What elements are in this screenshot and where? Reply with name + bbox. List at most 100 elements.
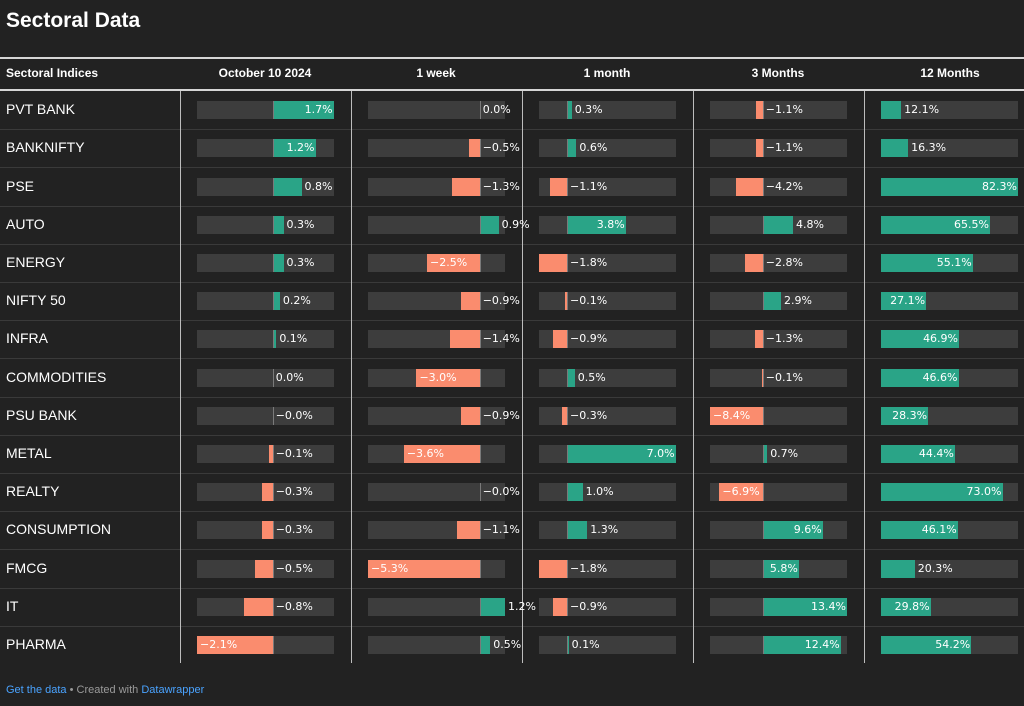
value-label: 12.1% [904,103,940,117]
bar [539,559,568,578]
value-label: 0.1% [279,332,308,346]
zero-line [479,139,481,158]
value-label: 46.9% [923,332,959,346]
value-label: 0.6% [579,141,608,155]
bar [272,139,316,158]
row-divider [0,243,1024,245]
bar [762,292,781,311]
bar [452,177,480,196]
column-divider [180,91,181,663]
bar-track [197,330,334,349]
value-label: 0.3% [574,103,603,117]
bar [272,101,334,120]
bar-track [539,406,676,425]
bar [745,253,763,272]
zero-line [479,215,481,234]
value-label: −2.1% [200,637,238,651]
bar-track [368,215,505,234]
bar [881,330,960,349]
zero-line [567,139,569,158]
value-label: 29.8% [894,599,930,613]
row-divider [0,625,1024,627]
row-label: INFRA [6,330,48,347]
value-label: 12.4% [804,637,840,651]
zero-line [479,597,481,616]
value-label: −0.0% [482,485,520,499]
zero-line [762,139,764,158]
zero-line [567,101,569,120]
zero-line [762,292,764,311]
bar [710,406,763,425]
bar-track [881,139,1018,158]
bar [881,597,931,616]
get-data-link[interactable]: Get the data [6,684,67,696]
zero-line [567,253,569,272]
value-label: 0.5% [493,637,522,651]
bar-track [197,406,334,425]
zero-line [272,635,274,654]
zero-line [272,253,274,272]
zero-line [479,406,481,425]
bar-track [881,101,1018,120]
bar [553,597,567,616]
bar-track [881,559,1018,578]
row-label: NIFTY 50 [6,292,66,309]
value-label: −0.3% [275,523,313,537]
zero-line [272,444,274,463]
bar [416,368,480,387]
zero-line [479,483,481,502]
value-label: 0.5% [577,370,606,384]
value-label: 65.5% [954,217,989,231]
bar [881,253,973,272]
bar [460,292,480,311]
datawrapper-link[interactable]: Datawrapper [141,684,205,696]
bar [881,177,1018,196]
value-label: −0.1% [570,294,608,308]
zero-line [567,215,569,234]
zero-line [762,368,764,387]
bar-track [197,215,334,234]
row-divider [0,205,1024,207]
bar [549,177,568,196]
row-divider [0,167,1024,169]
value-label: 1.2% [508,599,536,613]
value-label: 9.6% [793,523,822,537]
column-divider [693,91,694,663]
zero-line [567,330,569,349]
zero-line [762,406,764,425]
value-label: 0.3% [286,255,315,269]
bar-track [710,101,847,120]
bar-track [539,368,676,387]
zero-line [762,101,764,120]
column-divider [864,91,865,663]
zero-line [762,559,764,578]
column-header-oct10: October 10 2024 [218,66,312,80]
bar [272,253,284,272]
row-label: PVT BANK [6,101,75,118]
value-label: 16.3% [911,141,947,155]
zero-line [567,292,569,311]
value-label: −0.5% [482,141,520,155]
zero-line [272,597,274,616]
value-label: −5.3% [371,561,409,575]
bar [881,215,991,234]
value-label: 2.9% [784,294,812,308]
footer-separator: • Created with [66,684,142,696]
header-rule [0,89,1024,91]
footer: Get the data • Created with Datawrapper [6,684,204,696]
value-label: 0.0% [275,370,304,384]
value-label: −2.8% [765,255,803,269]
bar [567,139,577,158]
value-label: 7.0% [646,446,675,460]
value-label: 0.3% [286,217,315,231]
zero-line [479,368,481,387]
zero-line [762,635,764,654]
zero-line [479,635,481,654]
bar-track [710,368,847,387]
value-label: 73.0% [966,485,1002,499]
zero-line [567,483,569,502]
row-divider [0,511,1024,513]
value-label: 46.1% [921,523,957,537]
bar-track [539,292,676,311]
value-label: 0.9% [501,217,530,231]
